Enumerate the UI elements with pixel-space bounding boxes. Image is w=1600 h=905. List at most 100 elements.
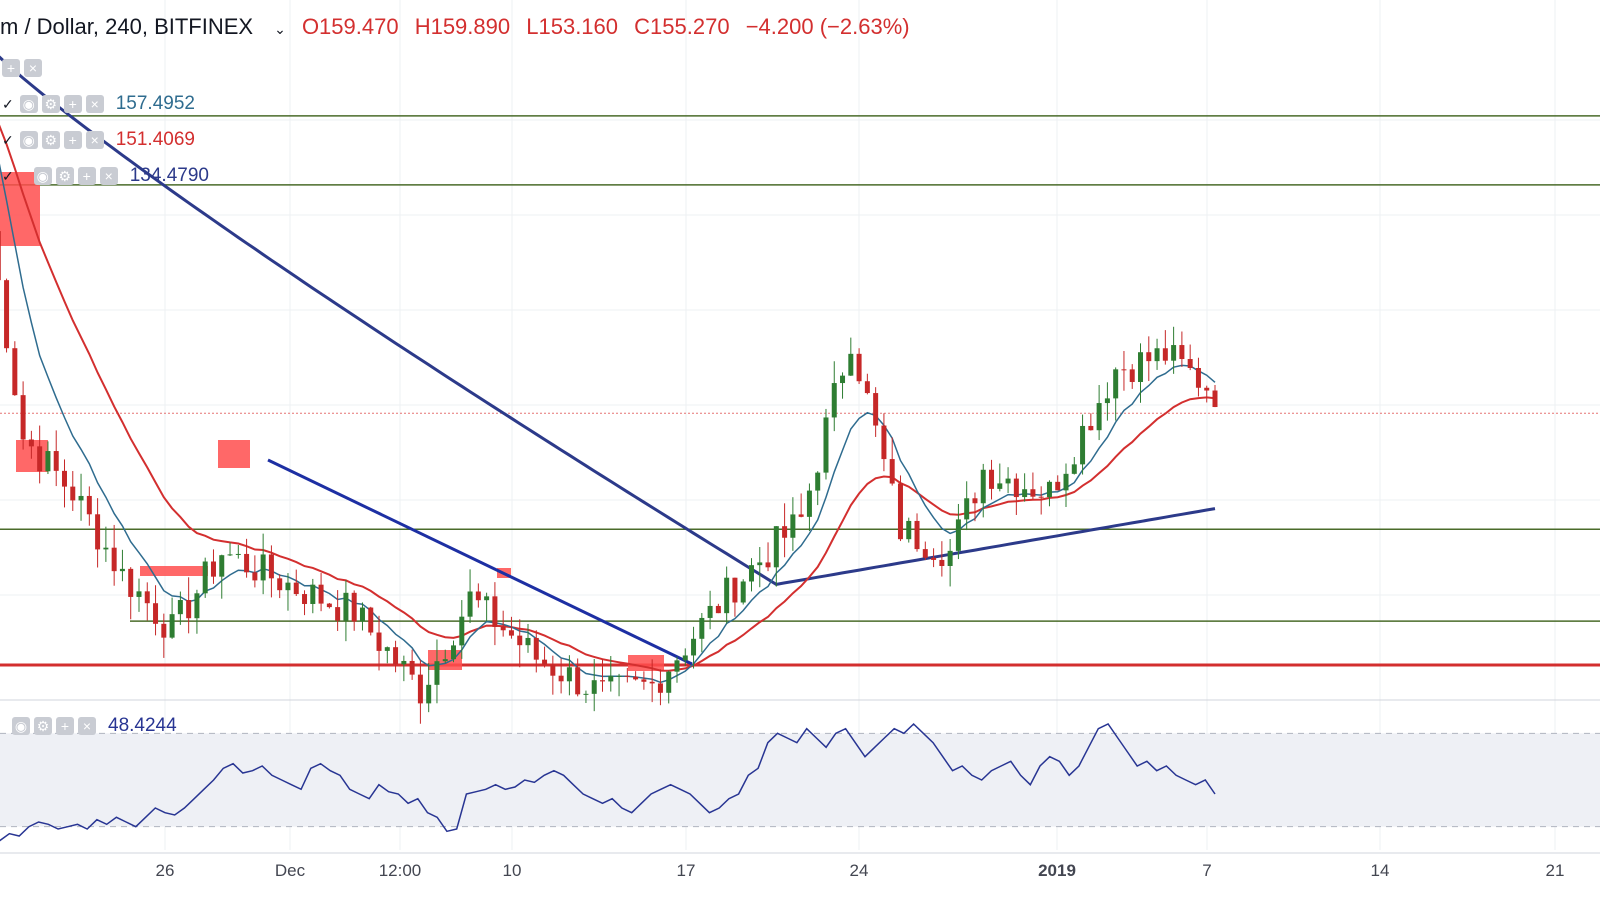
candle-body bbox=[624, 675, 630, 677]
candle-body bbox=[484, 596, 490, 601]
candle-body bbox=[1179, 345, 1185, 360]
candle-body bbox=[20, 395, 26, 440]
plus-icon[interactable]: + bbox=[63, 95, 82, 113]
candle-body bbox=[442, 659, 448, 662]
check-icon[interactable]: ✓ bbox=[2, 167, 14, 184]
candle-body bbox=[897, 483, 903, 540]
candle-body bbox=[426, 684, 432, 704]
candle-body bbox=[724, 577, 730, 614]
candle-body bbox=[1212, 390, 1218, 408]
candle-body bbox=[1129, 369, 1135, 382]
symbol-title[interactable]: m / Dollar, 240, BITFINEX bbox=[0, 14, 254, 39]
candle-body bbox=[748, 565, 754, 582]
candle-body bbox=[831, 383, 837, 418]
close-icon[interactable]: × bbox=[85, 131, 104, 149]
candle-body bbox=[244, 553, 250, 573]
candle-body bbox=[0, 231, 1, 281]
candle-body bbox=[773, 526, 779, 568]
candle-body bbox=[78, 495, 84, 501]
close-icon[interactable]: × bbox=[85, 95, 104, 113]
close-icon[interactable]: × bbox=[24, 59, 42, 77]
candle-body bbox=[947, 550, 953, 566]
indicator-row-rsi: ◉ ⚙ + × 48.4244 bbox=[12, 715, 177, 736]
candle-body bbox=[1162, 348, 1168, 361]
ma-mid-line bbox=[0, 124, 1216, 672]
plus-icon[interactable]: + bbox=[63, 131, 82, 149]
x-tick-label: 12:00 bbox=[379, 861, 422, 880]
check-icon[interactable]: ✓ bbox=[2, 95, 14, 112]
indicator-row-ma-mid: ✓ ◉ ⚙ + × 151.4069 bbox=[2, 129, 195, 150]
candle-body bbox=[459, 616, 465, 646]
candle-body bbox=[144, 591, 150, 604]
candle-body bbox=[235, 553, 241, 555]
candle-body bbox=[434, 661, 440, 685]
rsi-value: 48.4244 bbox=[108, 715, 177, 736]
ma-slow-line bbox=[0, 55, 1216, 586]
eye-icon[interactable]: ◉ bbox=[19, 131, 38, 149]
candle-body bbox=[823, 417, 829, 473]
candle-body bbox=[119, 568, 125, 572]
gear-icon[interactable]: ⚙ bbox=[41, 95, 60, 113]
candle-body bbox=[906, 520, 912, 540]
candle-body bbox=[1096, 403, 1102, 431]
indicator-row-ma-slow: ✓ ◉ ⚙ + × 134.4790 bbox=[2, 165, 209, 186]
candle-body bbox=[542, 659, 548, 665]
close-icon[interactable]: × bbox=[78, 717, 96, 735]
eye-icon[interactable]: ◉ bbox=[12, 717, 30, 735]
candle-body bbox=[1171, 345, 1177, 361]
candle-body bbox=[1038, 496, 1044, 498]
gear-icon[interactable]: ⚙ bbox=[41, 131, 60, 149]
candle-body bbox=[798, 514, 804, 517]
candle-body bbox=[1113, 369, 1119, 399]
candle-body bbox=[219, 555, 225, 577]
eye-icon[interactable]: ◉ bbox=[19, 95, 38, 113]
candle-body bbox=[1195, 367, 1201, 388]
candle-body bbox=[1104, 398, 1110, 404]
candle-body bbox=[732, 577, 738, 603]
x-tick-label: Dec bbox=[275, 861, 306, 880]
close-icon[interactable]: × bbox=[99, 167, 118, 185]
candle-body bbox=[277, 578, 283, 591]
high-value: H159.890 bbox=[414, 14, 511, 39]
plus-icon[interactable]: + bbox=[56, 717, 74, 735]
x-tick-label: 14 bbox=[1371, 861, 1390, 880]
candle-body bbox=[1154, 348, 1160, 362]
chevron-down-icon[interactable]: ⌄ bbox=[274, 21, 286, 37]
gear-icon[interactable]: ⚙ bbox=[34, 717, 52, 735]
check-icon[interactable]: ✓ bbox=[2, 131, 14, 148]
low-value: L153.160 bbox=[526, 14, 619, 39]
candle-body bbox=[840, 375, 846, 384]
indicator-row-ma-fast: ✓ ◉ ⚙ + × 157.4952 bbox=[2, 93, 195, 114]
x-tick-label: 17 bbox=[677, 861, 696, 880]
candle-body bbox=[699, 617, 705, 639]
candle-body bbox=[856, 353, 862, 382]
candle-body bbox=[608, 675, 614, 682]
eye-icon[interactable]: ◉ bbox=[33, 167, 52, 185]
candle-body bbox=[326, 603, 332, 608]
candle-body bbox=[591, 680, 597, 694]
candle-body bbox=[674, 660, 680, 672]
candle-body bbox=[210, 561, 216, 577]
candle-body bbox=[401, 660, 407, 665]
candle-body bbox=[980, 469, 986, 504]
plus-icon[interactable]: + bbox=[77, 167, 96, 185]
candle-body bbox=[616, 675, 622, 677]
candle-body bbox=[492, 596, 498, 627]
candle-body bbox=[393, 647, 399, 665]
close-value: C155.270 bbox=[634, 14, 730, 39]
candle-body bbox=[1055, 481, 1061, 491]
candle-body bbox=[972, 498, 978, 504]
candle-body bbox=[848, 353, 854, 376]
candle-body bbox=[1146, 352, 1152, 362]
candle-body bbox=[384, 647, 390, 651]
plus-icon[interactable]: + bbox=[2, 59, 20, 77]
candle-body bbox=[268, 554, 274, 579]
candle-body bbox=[111, 547, 117, 572]
highlight-marker bbox=[218, 440, 250, 468]
candle-body bbox=[136, 591, 142, 597]
ma-fast-value: 157.4952 bbox=[115, 93, 195, 114]
candle-body bbox=[335, 607, 341, 621]
gear-icon[interactable]: ⚙ bbox=[55, 167, 74, 185]
